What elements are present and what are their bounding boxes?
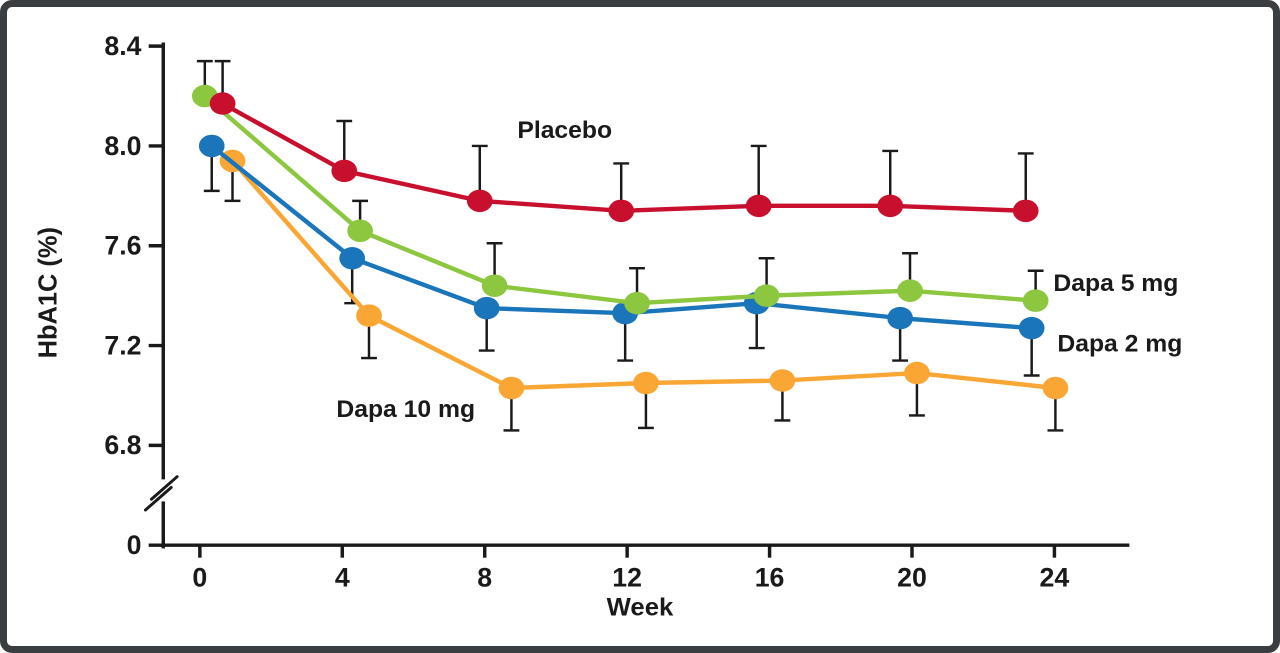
- series-label-dapa-10-mg: Dapa 10 mg: [336, 396, 475, 423]
- x-axis: [159, 543, 1130, 558]
- series-label-placebo: Placebo: [517, 117, 612, 144]
- x-tick-labels: 0 4 8 12 16 20 24: [192, 562, 1069, 592]
- axis-break-slash: [149, 475, 179, 501]
- marker-dapa-10-mg: [356, 304, 382, 327]
- marker-placebo: [1012, 199, 1039, 223]
- y-tick-labels: 8.4 8.0 7.6 7.2 6.8 0: [104, 31, 141, 560]
- marker-dapa-10-mg: [769, 369, 796, 392]
- x-tick-label: 16: [755, 562, 785, 592]
- marker-dapa-5-mg: [347, 219, 373, 243]
- marker-placebo: [331, 159, 358, 183]
- marker-dapa-2-mg: [198, 134, 225, 158]
- x-tick-label: 24: [1040, 562, 1070, 592]
- marker-dapa-2-mg: [473, 296, 500, 320]
- y-axis-title: HbA1C (%): [34, 227, 62, 358]
- marker-dapa-5-mg: [1022, 289, 1049, 312]
- x-tick-label: 4: [335, 562, 350, 592]
- x-tick-label: 0: [192, 562, 207, 592]
- marker-placebo: [877, 194, 904, 218]
- y-axis: [148, 42, 166, 549]
- axis-break-icon: [143, 475, 179, 512]
- series-label-dapa-2-mg: Dapa 2 mg: [1057, 331, 1182, 358]
- marker-placebo: [466, 189, 493, 213]
- marker-placebo: [745, 194, 772, 218]
- axis-break-slash: [143, 486, 173, 512]
- marker-dapa-2-mg: [887, 306, 913, 330]
- plot-layer: [191, 59, 1069, 432]
- chart-svg: 8.4 8.0 7.6 7.2 6.8 0 0 4 8 12 16 20 24 …: [34, 31, 1182, 622]
- marker-placebo: [608, 199, 635, 223]
- marker-dapa-10-mg: [904, 361, 930, 385]
- marker-dapa-10-mg: [633, 371, 659, 395]
- marker-dapa-2-mg: [339, 246, 366, 270]
- marker-dapa-5-mg: [897, 279, 923, 302]
- marker-placebo: [209, 92, 236, 115]
- marker-dapa-10-mg: [498, 376, 525, 400]
- marker-dapa-10-mg: [1042, 376, 1069, 400]
- x-tick-label: 20: [897, 562, 927, 592]
- marker-dapa-5-mg: [624, 291, 650, 315]
- x-tick-label: 8: [477, 562, 492, 592]
- marker-dapa-5-mg: [753, 284, 780, 307]
- y-tick-label: 0: [127, 530, 142, 560]
- y-tick-label: 7.2: [104, 331, 141, 361]
- marker-dapa-5-mg: [481, 274, 508, 297]
- y-tick-label: 7.6: [104, 231, 141, 261]
- series-label-dapa-5-mg: Dapa 5 mg: [1053, 270, 1178, 297]
- series-line-dapa-10-mg: [230, 158, 1058, 391]
- y-tick-label: 6.8: [104, 430, 141, 460]
- x-tick-label: 12: [612, 562, 642, 592]
- y-tick-label: 8.0: [104, 131, 141, 161]
- marker-dapa-2-mg: [1018, 316, 1045, 340]
- y-tick-label: 8.4: [104, 31, 141, 61]
- x-axis-title: Week: [607, 594, 674, 622]
